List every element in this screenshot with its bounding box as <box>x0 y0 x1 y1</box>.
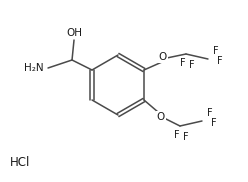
Text: F: F <box>183 132 189 142</box>
Text: F: F <box>207 108 213 118</box>
Text: H₂N: H₂N <box>24 63 44 73</box>
Text: F: F <box>211 118 217 128</box>
Text: F: F <box>180 58 186 68</box>
Text: HCl: HCl <box>10 155 30 169</box>
Text: F: F <box>189 60 195 70</box>
Text: O: O <box>157 112 165 122</box>
Text: OH: OH <box>66 28 82 38</box>
Text: O: O <box>159 52 167 62</box>
Text: F: F <box>217 56 223 66</box>
Text: F: F <box>174 130 180 140</box>
Text: F: F <box>213 46 219 56</box>
